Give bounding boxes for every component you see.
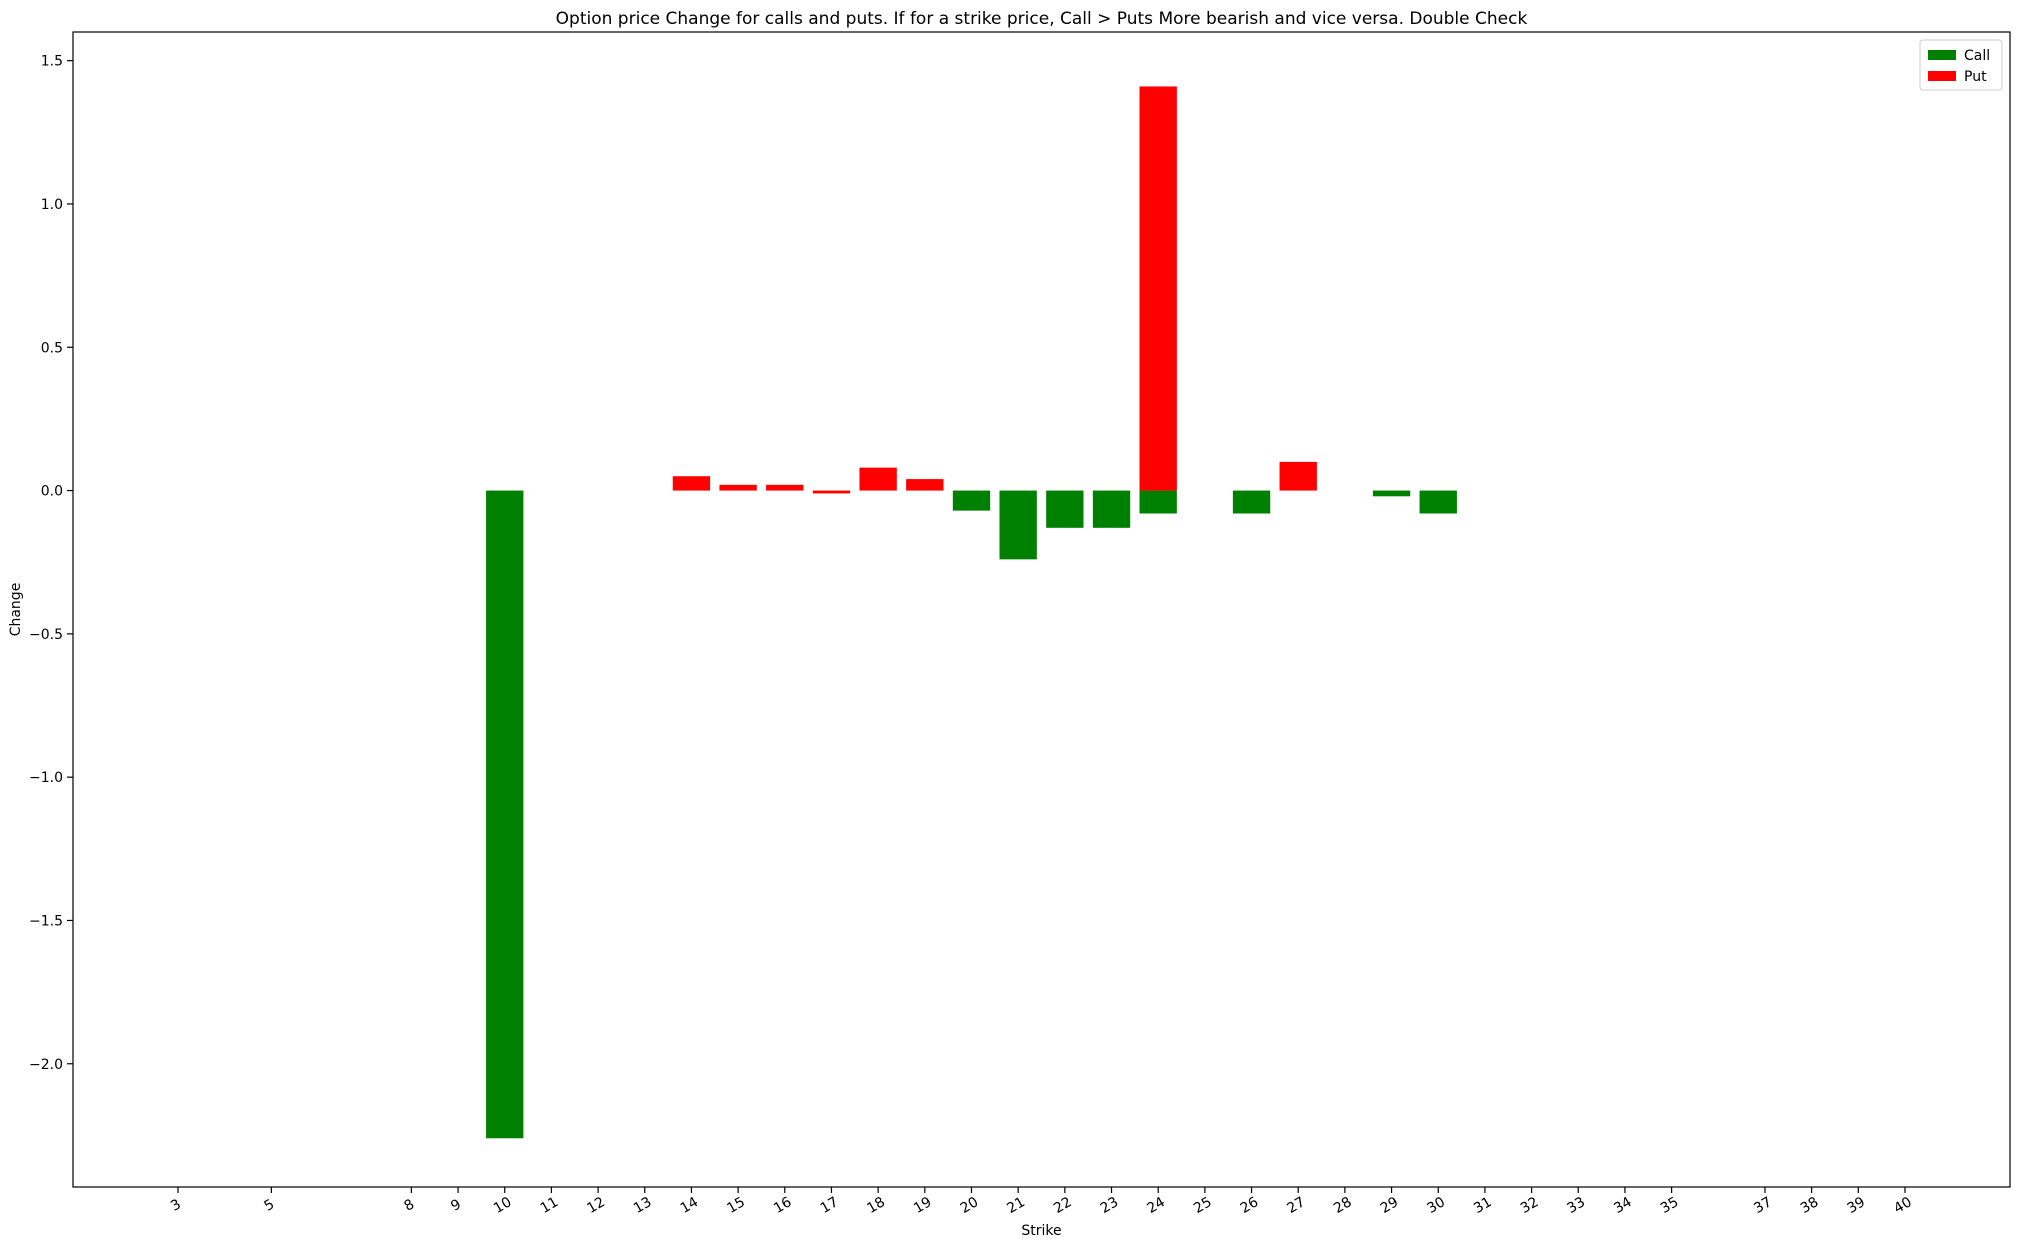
legend-swatch-put <box>1928 71 1956 81</box>
x-tick-label: 34 <box>1611 1194 1635 1217</box>
bar-call-23 <box>1092 490 1131 528</box>
y-tick-label: 0.0 <box>41 484 63 500</box>
y-axis: 1.5 1.0 0.5 0.0 −0.5 −1.0 −1.5 −2.0 <box>29 54 73 1073</box>
bar-put-17 <box>812 490 851 494</box>
x-tick-label: 12 <box>584 1194 607 1217</box>
y-tick-label: 0.5 <box>41 340 63 356</box>
bar-call-26 <box>1232 490 1271 514</box>
x-tick-label: 23 <box>1098 1194 1121 1217</box>
bar-put-14 <box>672 476 711 491</box>
bar-call-21 <box>999 490 1037 560</box>
x-tick-label: 18 <box>864 1194 887 1217</box>
bar-put-19 <box>906 479 944 491</box>
x-tick-label: 19 <box>911 1194 934 1217</box>
legend: Call Put <box>1919 39 2003 91</box>
x-tick-label: 27 <box>1284 1194 1307 1217</box>
x-tick-label: 21 <box>1004 1194 1027 1217</box>
y-tick-label: −1.0 <box>29 770 63 786</box>
x-tick-label: 32 <box>1518 1194 1541 1217</box>
legend-swatch-call <box>1928 50 1956 60</box>
bar-put-18 <box>859 467 897 491</box>
x-tick-label: 22 <box>1051 1194 1074 1217</box>
x-tick-label: 28 <box>1331 1194 1354 1217</box>
x-tick-label: 9 <box>448 1196 464 1214</box>
bar-put-15 <box>719 484 757 491</box>
y-tick-label: 1.5 <box>41 54 63 70</box>
x-tick-label: 33 <box>1565 1194 1588 1217</box>
x-tick-label: 14 <box>678 1194 702 1217</box>
x-tick-label: 24 <box>1144 1194 1168 1217</box>
bar-call-20 <box>952 490 991 511</box>
bar-put-16 <box>766 484 804 491</box>
bar-call-29 <box>1372 490 1411 497</box>
x-tick-label: 5 <box>262 1196 278 1214</box>
chart-title: Option price Change for calls and puts. … <box>556 9 1528 29</box>
y-tick-label: −2.0 <box>29 1057 63 1073</box>
x-tick-label: 13 <box>631 1194 654 1217</box>
x-axis-label: Strike <box>1021 1223 1061 1239</box>
y-tick-label: −0.5 <box>29 627 63 643</box>
x-tick-label: 37 <box>1751 1194 1774 1217</box>
x-tick-label: 15 <box>724 1194 747 1217</box>
legend-label-call: Call <box>1964 48 1990 64</box>
x-tick-label: 10 <box>491 1194 514 1217</box>
x-tick-label: 20 <box>958 1194 981 1217</box>
x-tick-label: 16 <box>771 1194 795 1217</box>
x-tick-label: 30 <box>1425 1194 1448 1217</box>
bars <box>486 86 1457 1139</box>
x-tick-label: 39 <box>1845 1194 1868 1217</box>
bar-call-10 <box>486 490 524 1139</box>
x-tick-label: 25 <box>1191 1194 1214 1217</box>
x-tick-label: 26 <box>1238 1194 1262 1217</box>
x-tick-label: 3 <box>168 1196 184 1214</box>
x-tick-label: 38 <box>1798 1194 1821 1217</box>
x-axis: 3 5 8 9 10 11 12 13 14 15 16 17 18 19 20 21 22 23 24 25 26 27… <box>168 1187 1915 1217</box>
plot-frame <box>72 31 2011 1188</box>
y-axis-label: Change <box>8 583 24 637</box>
bar-call-22 <box>1046 490 1084 528</box>
x-tick-label: 40 <box>1891 1194 1914 1217</box>
y-tick-label: 1.0 <box>41 197 63 213</box>
legend-label-put: Put <box>1964 69 1987 85</box>
bar-call-24 <box>1139 490 1177 514</box>
x-tick-label: 31 <box>1471 1194 1494 1217</box>
x-tick-label: 29 <box>1378 1194 1401 1217</box>
x-tick-label: 35 <box>1658 1194 1681 1217</box>
x-tick-label: 17 <box>818 1194 841 1217</box>
x-tick-label: 11 <box>538 1194 561 1217</box>
bar-put-27 <box>1279 461 1317 491</box>
bar-call-30 <box>1419 490 1457 514</box>
y-tick-label: −1.5 <box>29 913 63 929</box>
bar-put-24 <box>1139 86 1177 491</box>
x-tick-label: 8 <box>402 1196 418 1214</box>
